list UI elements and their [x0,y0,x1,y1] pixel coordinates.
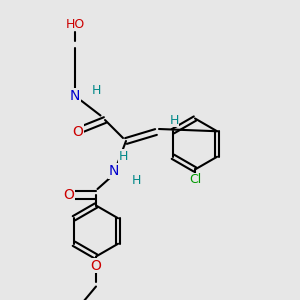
Text: H: H [132,173,141,187]
Text: Cl: Cl [189,173,201,187]
Text: O: O [64,188,74,202]
Text: H: H [91,83,101,97]
Text: O: O [91,259,101,272]
Text: N: N [70,89,80,103]
Text: N: N [109,164,119,178]
Text: O: O [73,125,83,139]
Text: HO: HO [65,17,85,31]
Text: H: H [169,113,179,127]
Text: H: H [118,149,128,163]
